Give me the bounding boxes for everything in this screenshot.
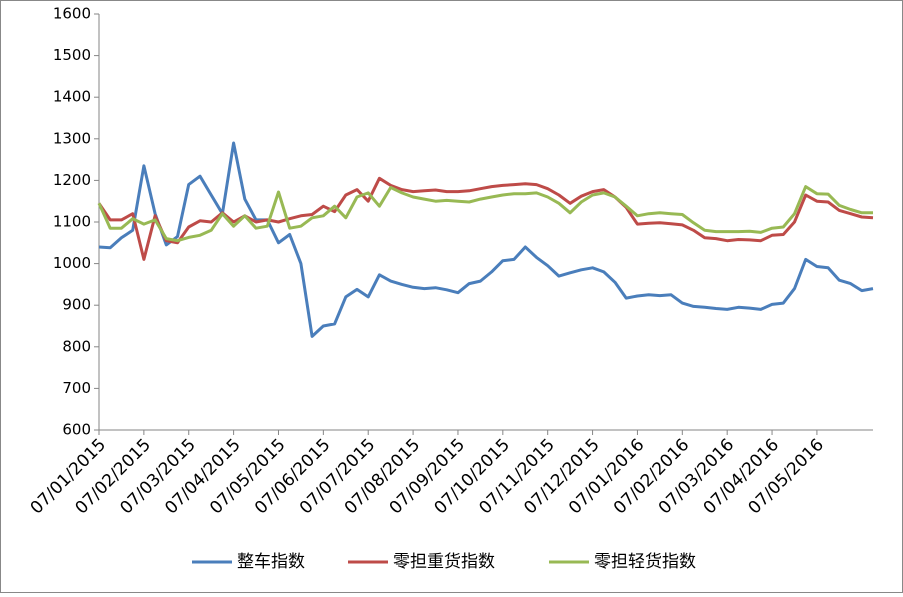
y-tick-label: 700 bbox=[62, 379, 91, 397]
y-tick-label: 800 bbox=[62, 337, 91, 355]
legend-label: 整车指数 bbox=[237, 552, 305, 572]
y-tick-label: 1500 bbox=[53, 46, 91, 64]
y-tick-label: 1300 bbox=[53, 129, 91, 147]
series-line bbox=[97, 185, 873, 243]
y-tick-label: 1400 bbox=[53, 88, 91, 106]
y-tick-label: 900 bbox=[62, 296, 91, 314]
legend-label: 零担轻货指数 bbox=[594, 552, 696, 572]
y-tick-label: 1200 bbox=[53, 171, 91, 189]
y-tick-label: 1000 bbox=[53, 254, 91, 272]
series-line bbox=[97, 176, 874, 261]
y-tick-label: 1100 bbox=[53, 213, 91, 231]
series-line bbox=[98, 141, 874, 338]
y-tick-label: 600 bbox=[62, 421, 91, 439]
legend-label: 零担重货指数 bbox=[393, 552, 495, 572]
y-tick-label: 1600 bbox=[53, 5, 91, 23]
